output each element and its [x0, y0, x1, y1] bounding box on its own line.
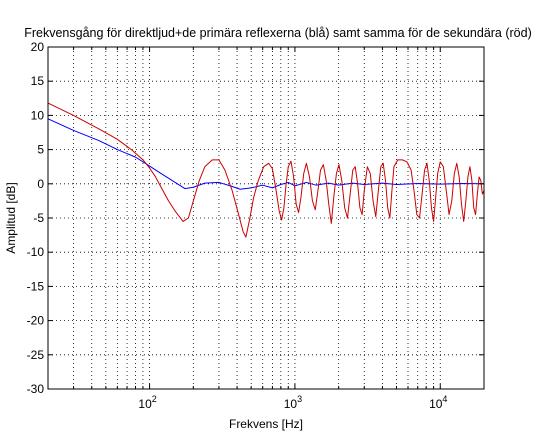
y-tick-label: 0 [37, 177, 44, 191]
tick-marks [48, 46, 484, 390]
y-axis-label: Amplitud [dB] [4, 182, 18, 253]
y-tick-label: -5 [33, 211, 44, 225]
grid-lines [48, 47, 484, 389]
y-tick-label: -20 [27, 314, 45, 328]
x-tick-labels: 102 103 104 [138, 394, 447, 411]
y-tick-label: 10 [31, 108, 45, 122]
y-tick-label: 5 [37, 143, 44, 157]
y-tick-labels: 20 15 10 5 0 -5 -10 -15 -20 -25 -30 [27, 40, 45, 396]
y-tick-label: 20 [31, 40, 45, 54]
y-tick-label: -30 [27, 382, 45, 396]
x-tick-label: 104 [429, 394, 447, 411]
x-axis-label: Frekvens [Hz] [229, 417, 303, 431]
series-layer [47, 102, 485, 238]
y-tick-label: 15 [31, 74, 45, 88]
series-line-red [47, 102, 485, 238]
plot-background [48, 47, 484, 389]
x-tick-label: 103 [284, 394, 302, 411]
y-tick-label: -25 [27, 348, 45, 362]
plot-area: 20 15 10 5 0 -5 -10 -15 -20 -25 -30 102 103 104 [27, 40, 485, 411]
chart-title: Frekvensgång för direktljud+de primära r… [24, 26, 532, 40]
y-tick-label: -10 [27, 245, 45, 259]
y-tick-label: -15 [27, 279, 45, 293]
x-tick-label: 102 [138, 394, 156, 411]
